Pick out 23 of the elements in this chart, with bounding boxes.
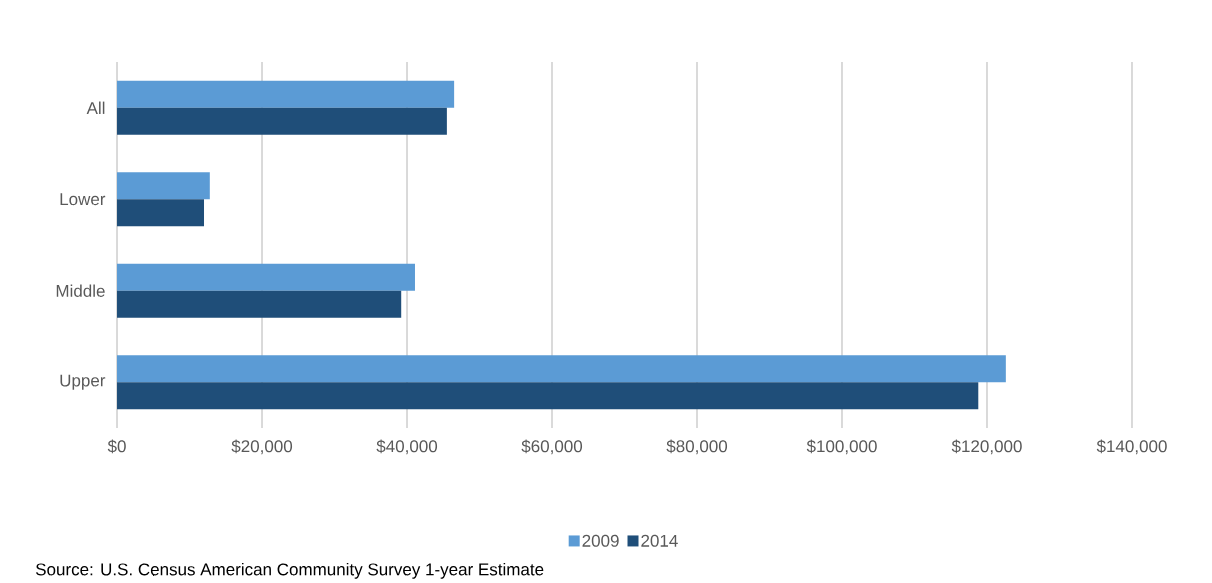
legend-label: 2009 [582, 534, 619, 547]
x-tick-label: $80,000 [666, 439, 728, 455]
x-tick-label: $120,000 [951, 439, 1022, 455]
bar [117, 263, 415, 291]
x-tick-label: $140,000 [1096, 439, 1167, 455]
bar [117, 382, 979, 410]
x-tick-label: $100,000 [806, 439, 877, 455]
x-tick-label: $40,000 [376, 439, 438, 455]
bar [117, 199, 205, 227]
x-tick-label: $20,000 [231, 439, 293, 455]
bar [117, 355, 1006, 383]
bar [117, 290, 402, 318]
y-tick-label: Upper [60, 374, 106, 390]
bar [117, 172, 210, 200]
y-tick-label: All [86, 101, 105, 114]
bar [117, 80, 455, 108]
legend-label: 2014 [641, 534, 678, 547]
x-tick-label: $60,000 [521, 439, 583, 455]
bar [117, 107, 447, 135]
source-note: Source: U.S. Census American Community Survey 1-year Estimate [35, 562, 544, 579]
x-tick-label: $0 [107, 439, 126, 454]
y-tick-label: Lower [60, 193, 106, 206]
y-tick-label: Middle [56, 284, 105, 297]
